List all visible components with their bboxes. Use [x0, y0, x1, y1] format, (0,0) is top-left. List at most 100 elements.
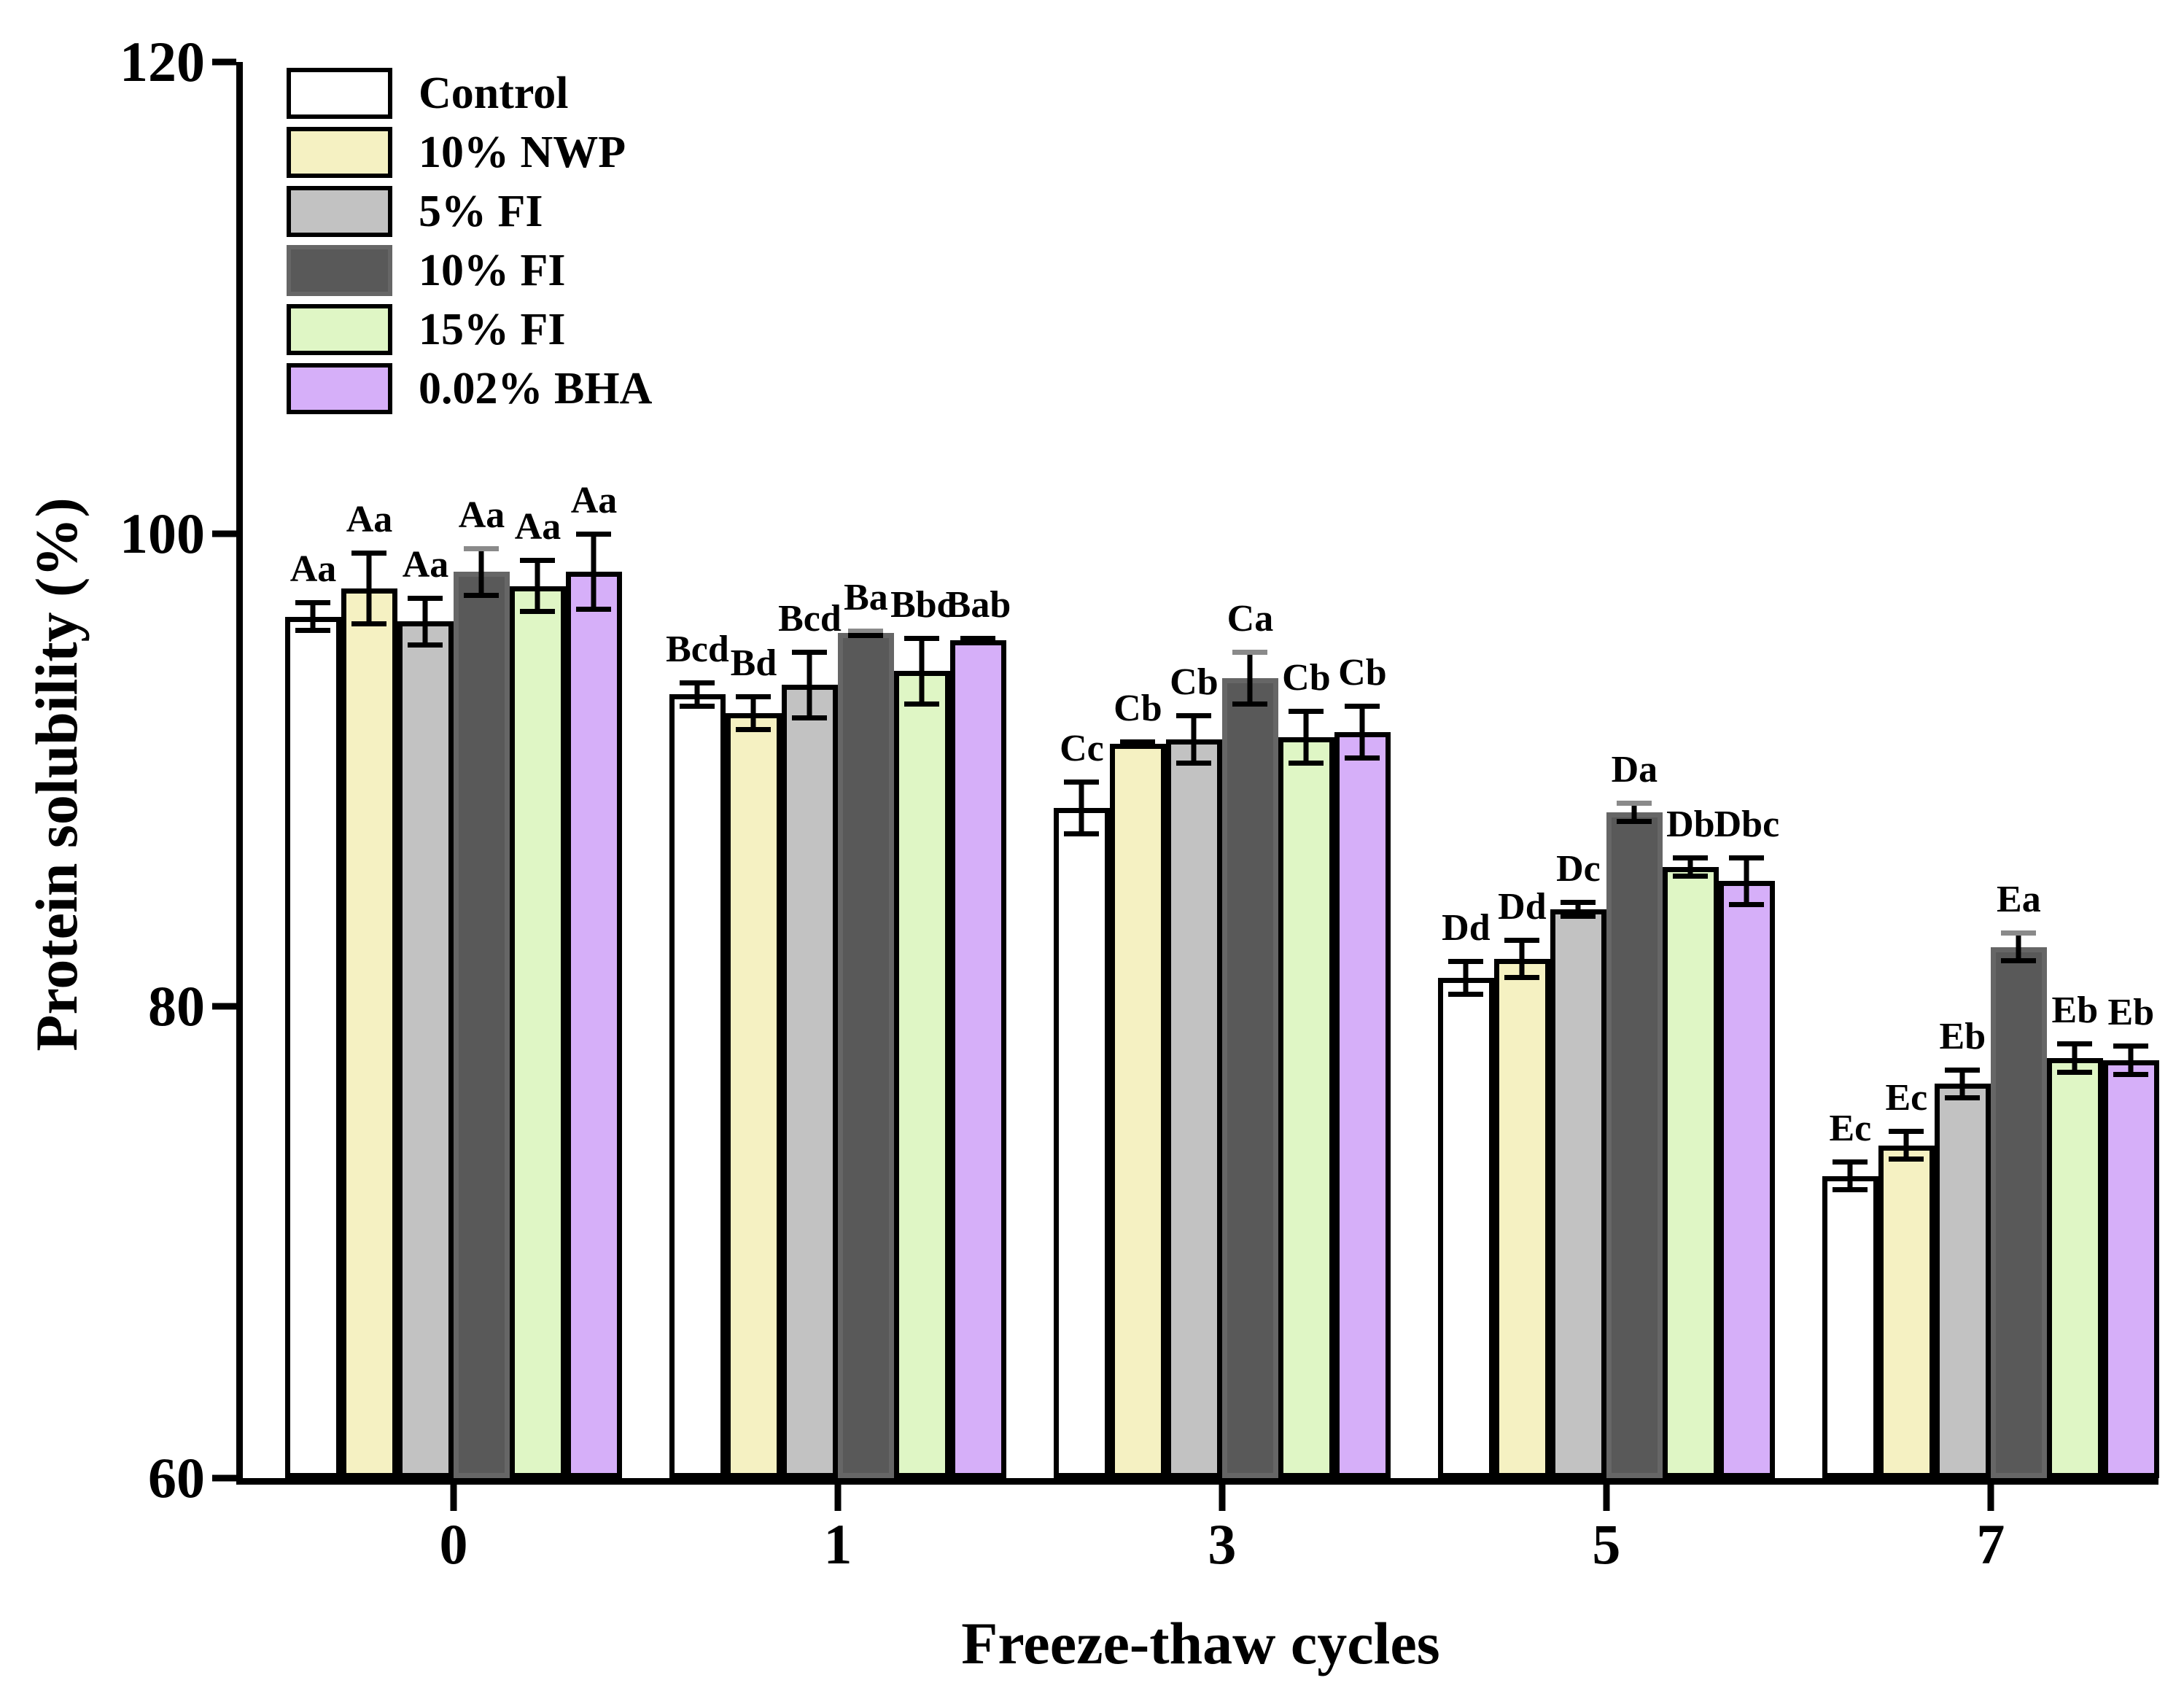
- error-bar-line: [1847, 1159, 1853, 1193]
- error-bar-cap-bottom: [1673, 873, 1709, 879]
- y-axis-tick: [212, 1474, 236, 1482]
- error-bar: [1064, 779, 1100, 836]
- error-bar-line: [1247, 649, 1253, 707]
- error-bar-cap-top: [1673, 855, 1709, 860]
- error-bar-cap-bottom: [408, 642, 443, 648]
- significance-label: Aa: [346, 499, 393, 540]
- plot-area: Aa Aa Aa Aa Aa Aa Bcd Bd Bcd Ba Bbc Bab Cc Cb Cb Ca Cb Cb…: [120, 34, 2159, 1676]
- error-bar-cap-bottom: [1561, 913, 1596, 919]
- error-bar-line: [422, 595, 428, 648]
- error-bar-cap-bottom: [1729, 901, 1765, 907]
- legend-item: 10% NWP: [287, 127, 652, 178]
- error-bar-cap-top: [1176, 713, 1212, 719]
- error-bar-line: [1463, 958, 1469, 997]
- error-bar: [2113, 1043, 2149, 1077]
- error-bar: [1232, 649, 1268, 707]
- bar-15-fi: [1662, 866, 1719, 1478]
- significance-label: Dd: [1442, 906, 1491, 949]
- error-bar-cap-bottom: [2001, 958, 2037, 964]
- significance-label: Dc: [1556, 848, 1601, 890]
- error-bar-line: [1519, 937, 1525, 981]
- error-bar-cap-top: [1064, 779, 1100, 785]
- error-bar-line: [1191, 713, 1197, 766]
- significance-label: Dbc: [1714, 803, 1780, 845]
- bar-10-fi: [1606, 812, 1663, 1478]
- error-bar-cap-bottom: [464, 592, 500, 598]
- x-tick-label: 3: [1208, 1512, 1237, 1576]
- legend-label: 5% FI: [419, 187, 543, 236]
- significance-label: Eb: [1939, 1015, 1986, 1057]
- error-bar: [1889, 1128, 1924, 1162]
- legend-swatch: [287, 245, 392, 296]
- error-bar: [2057, 1041, 2093, 1075]
- error-bar-line: [1744, 855, 1749, 907]
- error-bar-cap-top: [576, 532, 612, 537]
- error-bar-cap-top: [1729, 855, 1765, 860]
- error-bar-cap-bottom: [960, 640, 996, 645]
- error-bar: [1617, 801, 1652, 825]
- legend-label: 15% FI: [419, 305, 566, 354]
- bar-0-02-bha: [1718, 881, 1775, 1478]
- error-bar-line: [1303, 708, 1309, 766]
- error-bar: [960, 635, 996, 645]
- error-bar-cap-top: [1889, 1128, 1924, 1134]
- significance-label: Cb: [1114, 687, 1162, 729]
- legend-item: Control: [287, 68, 652, 119]
- y-tick-label: 60: [148, 1446, 205, 1509]
- legend-label: Control: [419, 69, 569, 118]
- error-bar-cap-top: [848, 628, 884, 634]
- error-bar-cap-bottom: [295, 628, 331, 634]
- error-bar-cap-bottom: [1833, 1187, 1868, 1193]
- error-bar-cap-bottom: [1120, 743, 1156, 749]
- error-bar-cap-bottom: [1064, 831, 1100, 836]
- error-bar-cap-top: [1617, 801, 1652, 806]
- error-bar: [351, 551, 387, 626]
- significance-label: Ba: [844, 576, 888, 618]
- bar-0-02-bha: [1334, 732, 1391, 1478]
- significance-label: Ec: [1885, 1076, 1928, 1119]
- significance-label: Ea: [1997, 879, 2041, 921]
- bar-control: [284, 616, 341, 1478]
- error-bar-cap-bottom: [576, 607, 612, 613]
- error-bar-cap-top: [1345, 704, 1380, 710]
- error-bar-cap-top: [2057, 1041, 2093, 1047]
- error-bar-line: [1079, 779, 1084, 836]
- bar-15-fi: [1278, 736, 1334, 1478]
- error-bar-line: [1631, 801, 1637, 825]
- significance-label: Bd: [730, 642, 777, 685]
- legend: Control 10% NWP 5% FI 10% FI 15% FI 0.02% BHA: [287, 68, 652, 414]
- x-tick-label: 7: [1976, 1512, 2005, 1576]
- bar-0-02-bha: [949, 640, 1006, 1478]
- error-bar-line: [2072, 1041, 2078, 1075]
- bar-control: [1053, 807, 1110, 1478]
- error-bar-cap-top: [1504, 937, 1540, 943]
- error-bar-line: [1575, 900, 1581, 919]
- bar-15-fi: [2046, 1057, 2103, 1478]
- error-bar-cap-bottom: [1345, 755, 1380, 761]
- legend-label: 0.02% BHA: [419, 364, 653, 413]
- legend-swatch: [287, 363, 392, 414]
- error-bar: [464, 545, 500, 598]
- error-bar: [520, 557, 556, 615]
- error-bar: [1833, 1159, 1868, 1193]
- error-bar-line: [2016, 930, 2021, 964]
- error-bar-cap-top: [904, 635, 940, 641]
- error-bar-line: [1359, 704, 1365, 761]
- error-bar-line: [1959, 1067, 1965, 1101]
- error-bar-cap-bottom: [848, 632, 884, 638]
- error-bar-cap-top: [408, 595, 443, 601]
- bars-layer: Aa Aa Aa Aa Aa Aa Bcd Bd Bcd Ba Bbc Bab Cc Cb Cb Ca Cb Cb…: [243, 62, 2159, 1478]
- legend-item: 10% FI: [287, 245, 652, 296]
- legend-swatch: [287, 304, 392, 355]
- error-bar-cap-bottom: [680, 703, 715, 709]
- error-bar-line: [310, 599, 316, 634]
- bar-0-02-bha: [565, 572, 622, 1478]
- x-axis-title: Freeze-thaw cycles: [961, 1610, 1440, 1676]
- significance-label: Aa: [402, 543, 449, 586]
- bar-10-nwp: [1493, 958, 1550, 1478]
- legend-swatch: [287, 186, 392, 237]
- significance-label: Bab: [945, 583, 1011, 626]
- bar-10-nwp: [341, 588, 397, 1478]
- error-bar-cap-top: [295, 599, 331, 605]
